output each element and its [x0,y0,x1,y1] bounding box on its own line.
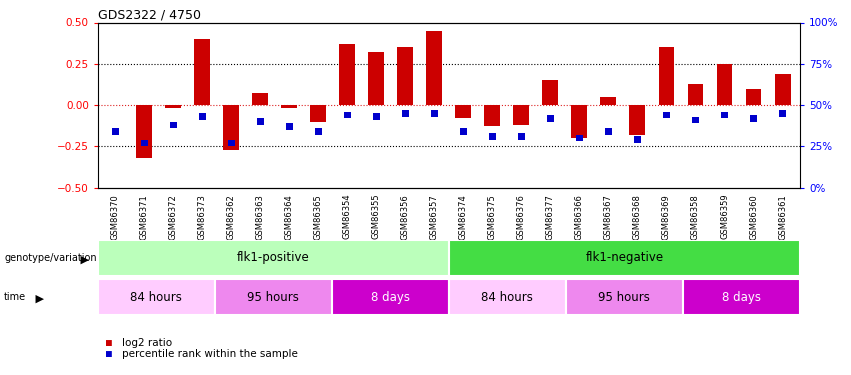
Text: 84 hours: 84 hours [130,291,182,304]
Bar [601,97,616,105]
Bar [750,115,757,122]
Bar [576,135,583,141]
Bar [140,140,148,146]
Text: genotype/variation: genotype/variation [4,253,97,263]
Bar [692,117,700,123]
Bar [169,122,177,128]
Bar [431,110,438,117]
Text: time: time [4,292,26,302]
Bar [340,44,356,105]
Bar [194,39,210,105]
Bar [572,105,587,138]
Bar [136,105,152,158]
Text: flk1-positive: flk1-positive [237,251,310,264]
Bar [683,279,800,315]
Bar [373,113,380,120]
Bar [717,64,733,105]
Bar [688,84,704,105]
Text: ■: ■ [106,338,112,348]
Bar [779,110,786,117]
Bar [455,105,471,118]
Bar [111,128,119,135]
Text: ■: ■ [106,350,112,359]
Bar [228,140,235,146]
Bar [257,118,264,125]
Bar [98,240,449,276]
Bar [663,112,670,118]
Bar [547,115,554,122]
Bar [402,110,409,117]
Bar [165,105,181,108]
Bar [315,128,322,135]
Bar [397,47,414,105]
Bar [426,31,443,105]
Bar [542,80,558,105]
Bar [659,47,675,105]
Bar [488,133,496,140]
Bar [368,52,385,105]
Bar [214,279,332,315]
Text: ▶: ▶ [77,255,89,265]
Bar [449,279,566,315]
Text: log2 ratio: log2 ratio [122,338,172,348]
Bar [517,133,525,140]
Text: 8 days: 8 days [371,291,410,304]
Bar [98,279,214,315]
Text: 8 days: 8 days [722,291,761,304]
Bar [513,105,529,125]
Bar [605,128,612,135]
Bar [286,123,293,130]
Bar [484,105,500,126]
Text: percentile rank within the sample: percentile rank within the sample [122,350,298,359]
Bar [253,93,268,105]
Text: 84 hours: 84 hours [482,291,534,304]
Bar [344,112,351,118]
Text: 95 hours: 95 hours [598,291,650,304]
Bar [745,88,762,105]
Bar [634,136,641,143]
Text: 95 hours: 95 hours [248,291,300,304]
Bar [311,105,326,122]
Text: GDS2322 / 4750: GDS2322 / 4750 [98,8,201,21]
Bar [721,112,728,118]
Bar [282,105,297,108]
Bar [630,105,645,135]
Bar [449,240,800,276]
Bar [566,279,683,315]
Text: flk1-negative: flk1-negative [585,251,664,264]
Bar [223,105,239,150]
Text: ▶: ▶ [32,294,44,304]
Bar [332,279,449,315]
Bar [774,74,791,105]
Bar [460,128,467,135]
Bar [198,113,206,120]
